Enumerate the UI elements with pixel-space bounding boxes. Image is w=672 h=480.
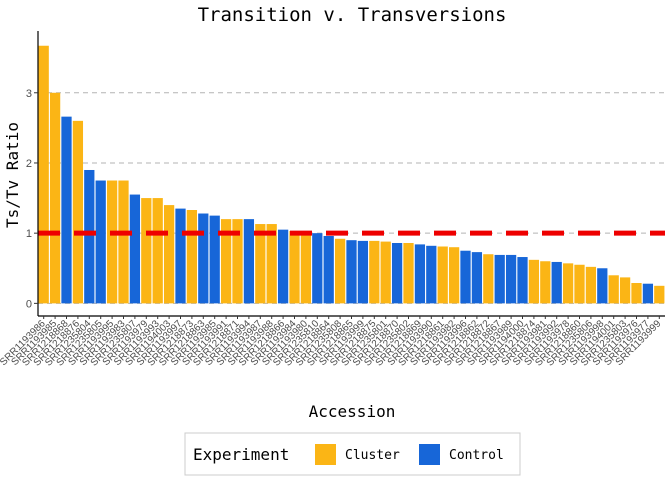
bar [517,257,528,304]
bar [118,180,129,304]
bar-series [38,45,665,304]
bar [448,247,460,304]
legend-box [184,432,521,476]
bar [426,245,437,304]
y-tick-label: 0 [26,298,32,310]
bar [323,235,334,304]
bar [277,229,289,304]
bar [61,116,72,304]
y-axis-title: Ts/Tv Ratio [3,122,22,228]
bar [346,240,357,304]
bar [471,252,483,304]
bar [289,231,300,304]
bar [175,208,186,304]
bar [72,120,84,304]
bar [642,283,654,304]
bar [369,240,380,304]
bar [540,261,551,304]
bar [209,215,220,304]
legend-label-cluster: Cluster [345,448,400,463]
y-tick-labels: 0 1 2 3 [26,88,38,310]
y-tick-label: 2 [26,158,32,170]
bar [597,268,608,304]
legend: Experiment Cluster Control [184,432,521,476]
bar [551,261,562,304]
bar [528,259,540,304]
y-tick-label: 1 [26,228,32,240]
bar [84,169,95,304]
bar [266,224,277,304]
legend-swatch-cluster [315,444,336,465]
bar [505,254,517,304]
bar [414,244,426,304]
y-tick-label: 3 [26,88,32,100]
bar [312,233,323,304]
bar [198,213,209,304]
bar [300,233,312,304]
bar [243,219,255,304]
legend-label-control: Control [449,448,504,463]
bar [163,205,175,304]
bar [460,250,471,304]
bar [654,285,665,304]
bar [494,254,505,304]
legend-title: Experiment [193,445,289,464]
x-tick-labels: SRR1193986SRR1193985SRR1218868SRR1218876… [0,316,664,369]
bar [608,275,619,304]
bar [403,242,414,304]
bar [357,240,369,304]
bar [585,266,597,304]
bar [334,238,346,304]
bar [562,263,574,304]
chart-title: Transition v. Transversions [198,4,507,26]
bar [129,194,141,304]
bar [152,198,163,304]
bar [437,246,448,304]
bar [619,277,631,304]
bar [49,92,61,304]
bar [255,224,266,304]
bar [141,198,152,304]
bar [380,241,391,304]
legend-swatch-control [419,444,440,465]
bar [106,180,118,304]
bar [232,219,243,304]
bar [483,254,494,304]
bar [574,264,585,304]
bar [391,242,403,304]
bar [38,45,49,304]
bar [631,283,642,304]
bar [186,210,198,304]
x-axis-title: Accession [309,402,396,421]
bar [95,180,106,304]
bar [220,219,232,304]
